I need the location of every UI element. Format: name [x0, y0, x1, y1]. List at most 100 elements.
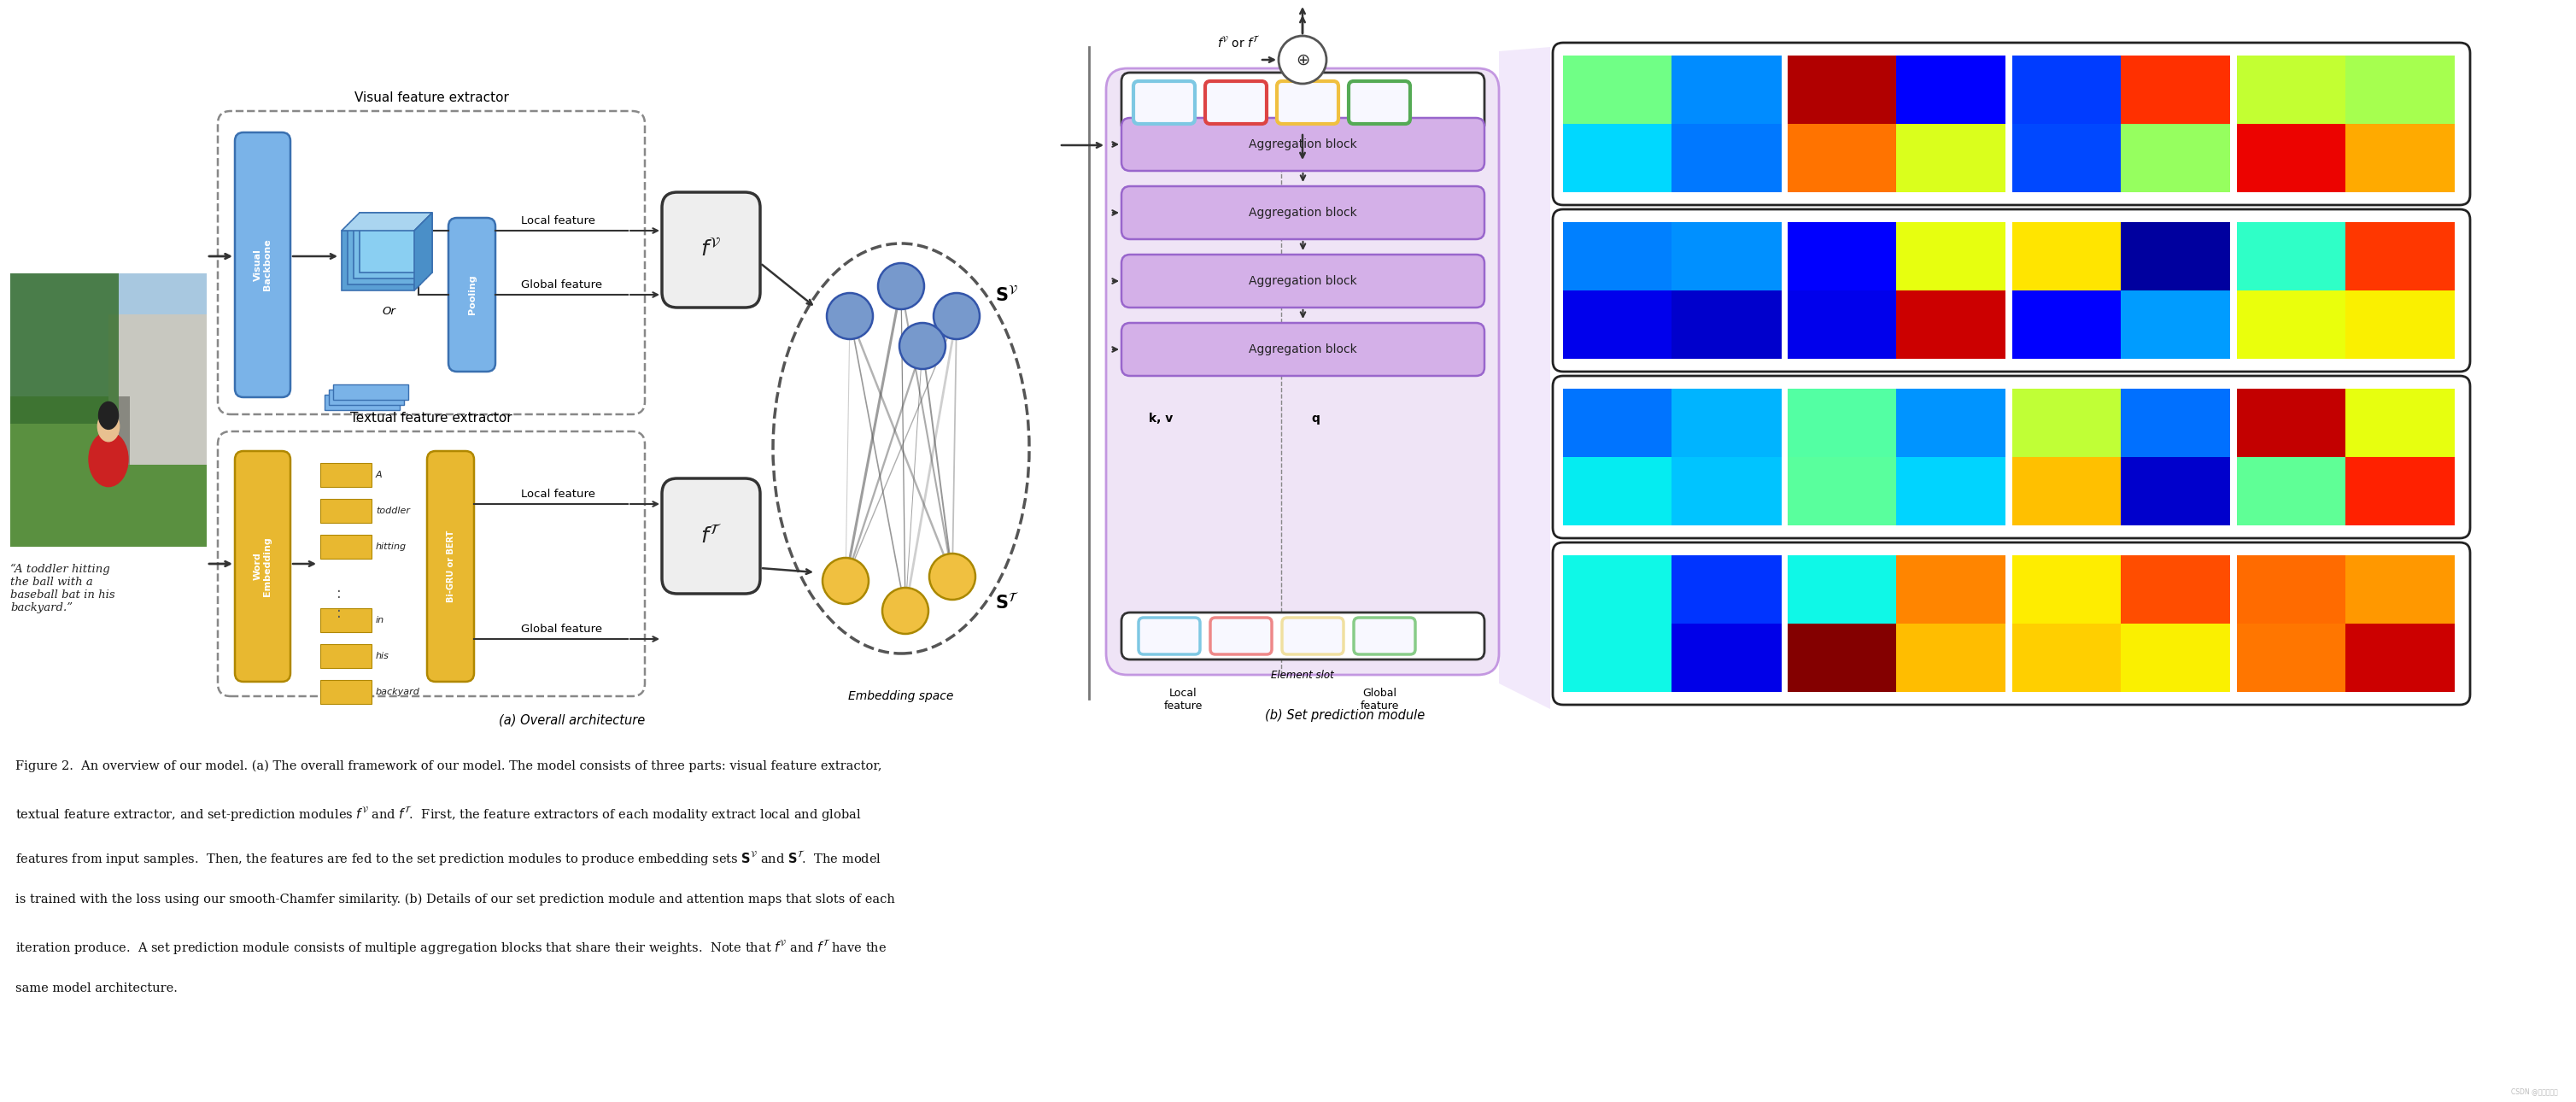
Text: ..: .. — [355, 413, 363, 424]
Bar — [353, 218, 425, 279]
Text: Visual
Backbone: Visual Backbone — [252, 239, 273, 291]
Text: iteration produce.  A set prediction module consists of multiple aggregation blo: iteration produce. A set prediction modu… — [15, 938, 886, 955]
Text: Global
feature: Global feature — [1360, 688, 1399, 712]
Text: features from input samples.  Then, the features are fed to the set prediction m: features from input samples. Then, the f… — [15, 850, 881, 867]
Bar — [319, 463, 371, 487]
Circle shape — [1278, 36, 1327, 84]
Text: $\mathbf{S}^\mathcal{V}$: $\mathbf{S}^\mathcal{V}$ — [994, 285, 1018, 304]
Text: toddler: toddler — [376, 507, 410, 515]
Text: backyard: backyard — [376, 688, 420, 696]
Text: Word
Embedding: Word Embedding — [252, 537, 273, 596]
Polygon shape — [415, 213, 433, 291]
Bar — [108, 314, 206, 465]
Bar — [10, 273, 206, 397]
Circle shape — [884, 587, 927, 634]
FancyBboxPatch shape — [1121, 118, 1484, 171]
Text: $f^\mathcal{T}$: $f^\mathcal{T}$ — [701, 525, 721, 548]
Polygon shape — [343, 213, 433, 230]
Bar — [325, 395, 399, 410]
Bar — [319, 608, 371, 633]
Text: (a) Overall architecture: (a) Overall architecture — [500, 713, 647, 726]
Text: CSDN @博客大师啊: CSDN @博客大师啊 — [2512, 1088, 2558, 1095]
Text: :: : — [337, 606, 343, 622]
Text: in: in — [376, 616, 384, 625]
Text: Textual feature extractor: Textual feature extractor — [350, 412, 513, 424]
Bar — [332, 385, 407, 400]
Circle shape — [98, 402, 118, 429]
FancyBboxPatch shape — [428, 451, 474, 682]
Text: Global feature: Global feature — [520, 624, 603, 635]
Circle shape — [98, 411, 118, 442]
Bar — [10, 273, 118, 423]
Text: $f^\mathcal{V}$ or $f^\mathcal{T}$: $f^\mathcal{V}$ or $f^\mathcal{T}$ — [1216, 34, 1260, 50]
FancyBboxPatch shape — [1553, 209, 2470, 371]
Text: Or: Or — [381, 306, 394, 317]
Text: Local feature: Local feature — [520, 215, 595, 226]
Text: (b) Set prediction module: (b) Set prediction module — [1265, 709, 1425, 722]
Bar — [319, 644, 371, 668]
Text: is trained with the loss using our smooth-Chamfer similarity. (b) Details of our: is trained with the loss using our smoot… — [15, 894, 894, 906]
FancyBboxPatch shape — [234, 132, 291, 397]
Text: Visual feature extractor: Visual feature extractor — [353, 91, 507, 105]
Bar — [319, 534, 371, 559]
FancyBboxPatch shape — [1553, 376, 2470, 538]
Text: Aggregation block: Aggregation block — [1249, 207, 1358, 218]
Text: same model architecture.: same model architecture. — [15, 982, 178, 994]
Text: Global feature: Global feature — [520, 279, 603, 291]
FancyBboxPatch shape — [662, 478, 760, 594]
Text: Embedding space: Embedding space — [848, 690, 953, 702]
Bar — [118, 397, 129, 465]
Text: Local feature: Local feature — [520, 488, 595, 499]
Circle shape — [822, 558, 868, 604]
FancyBboxPatch shape — [1105, 68, 1499, 674]
Circle shape — [878, 263, 925, 310]
Text: Figure 2.  An overview of our model. (a) The overall framework of our model. The: Figure 2. An overview of our model. (a) … — [15, 760, 881, 773]
Circle shape — [88, 432, 129, 487]
Text: :: : — [337, 586, 343, 602]
Circle shape — [899, 323, 945, 369]
FancyBboxPatch shape — [1121, 613, 1484, 659]
Text: $\mathbf{S}^\mathcal{T}$: $\mathbf{S}^\mathcal{T}$ — [994, 592, 1020, 613]
Text: q: q — [1311, 412, 1319, 424]
FancyBboxPatch shape — [662, 192, 760, 307]
FancyBboxPatch shape — [1211, 617, 1273, 655]
Text: his: his — [376, 651, 389, 660]
Text: “A toddler hitting
the ball with a
baseball bat in his
backyard.”: “A toddler hitting the ball with a baseb… — [10, 564, 116, 614]
FancyBboxPatch shape — [448, 218, 495, 371]
Bar — [319, 680, 371, 704]
FancyBboxPatch shape — [1133, 82, 1195, 123]
Text: Pooling: Pooling — [469, 274, 477, 315]
Bar — [10, 397, 206, 547]
FancyBboxPatch shape — [1206, 82, 1267, 123]
Circle shape — [933, 293, 979, 339]
Circle shape — [930, 553, 976, 599]
FancyBboxPatch shape — [1355, 617, 1414, 655]
Text: Element slot: Element slot — [1270, 670, 1334, 681]
FancyBboxPatch shape — [1553, 43, 2470, 205]
Bar — [343, 230, 415, 291]
FancyBboxPatch shape — [1283, 617, 1345, 655]
FancyBboxPatch shape — [1350, 82, 1409, 123]
Text: A: A — [376, 471, 381, 479]
Bar — [348, 225, 420, 284]
Circle shape — [827, 293, 873, 339]
FancyBboxPatch shape — [1278, 82, 1340, 123]
FancyBboxPatch shape — [1121, 255, 1484, 307]
Text: Aggregation block: Aggregation block — [1249, 276, 1358, 287]
Text: Aggregation block: Aggregation block — [1249, 139, 1358, 150]
Text: Aggregation block: Aggregation block — [1249, 344, 1358, 355]
Text: Local
feature: Local feature — [1164, 688, 1203, 712]
FancyBboxPatch shape — [1553, 542, 2470, 705]
Bar — [361, 213, 433, 272]
FancyBboxPatch shape — [1139, 617, 1200, 655]
Text: $f^\mathcal{V}$: $f^\mathcal{V}$ — [701, 239, 721, 261]
FancyBboxPatch shape — [1121, 323, 1484, 376]
Bar — [330, 389, 404, 404]
Bar — [319, 499, 371, 522]
FancyBboxPatch shape — [1121, 73, 1484, 132]
FancyBboxPatch shape — [234, 451, 291, 682]
Text: Bi-GRU or BERT: Bi-GRU or BERT — [446, 530, 456, 603]
Text: k, v: k, v — [1149, 412, 1172, 424]
Text: hitting: hitting — [376, 542, 407, 551]
FancyBboxPatch shape — [1121, 186, 1484, 239]
